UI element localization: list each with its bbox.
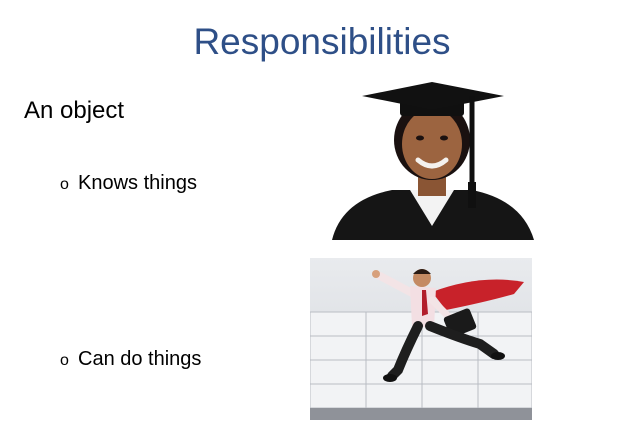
superhero-illustration bbox=[310, 269, 532, 420]
graduate-illustration bbox=[332, 82, 534, 240]
bullet-marker: o bbox=[60, 352, 69, 369]
graduate-photo bbox=[322, 78, 544, 240]
slide-heading: An object bbox=[24, 97, 125, 124]
bullet-knows-things: o Knows things bbox=[60, 170, 197, 198]
bullet-can-do-things: o Can do things bbox=[60, 346, 201, 374]
flying-businessman-photo bbox=[310, 258, 532, 420]
bullet-text: Can do things bbox=[78, 348, 202, 370]
bullet-marker: o bbox=[60, 176, 69, 193]
bullet-text: Knows things bbox=[78, 172, 197, 194]
slide-title: Responsibilities bbox=[193, 21, 451, 62]
